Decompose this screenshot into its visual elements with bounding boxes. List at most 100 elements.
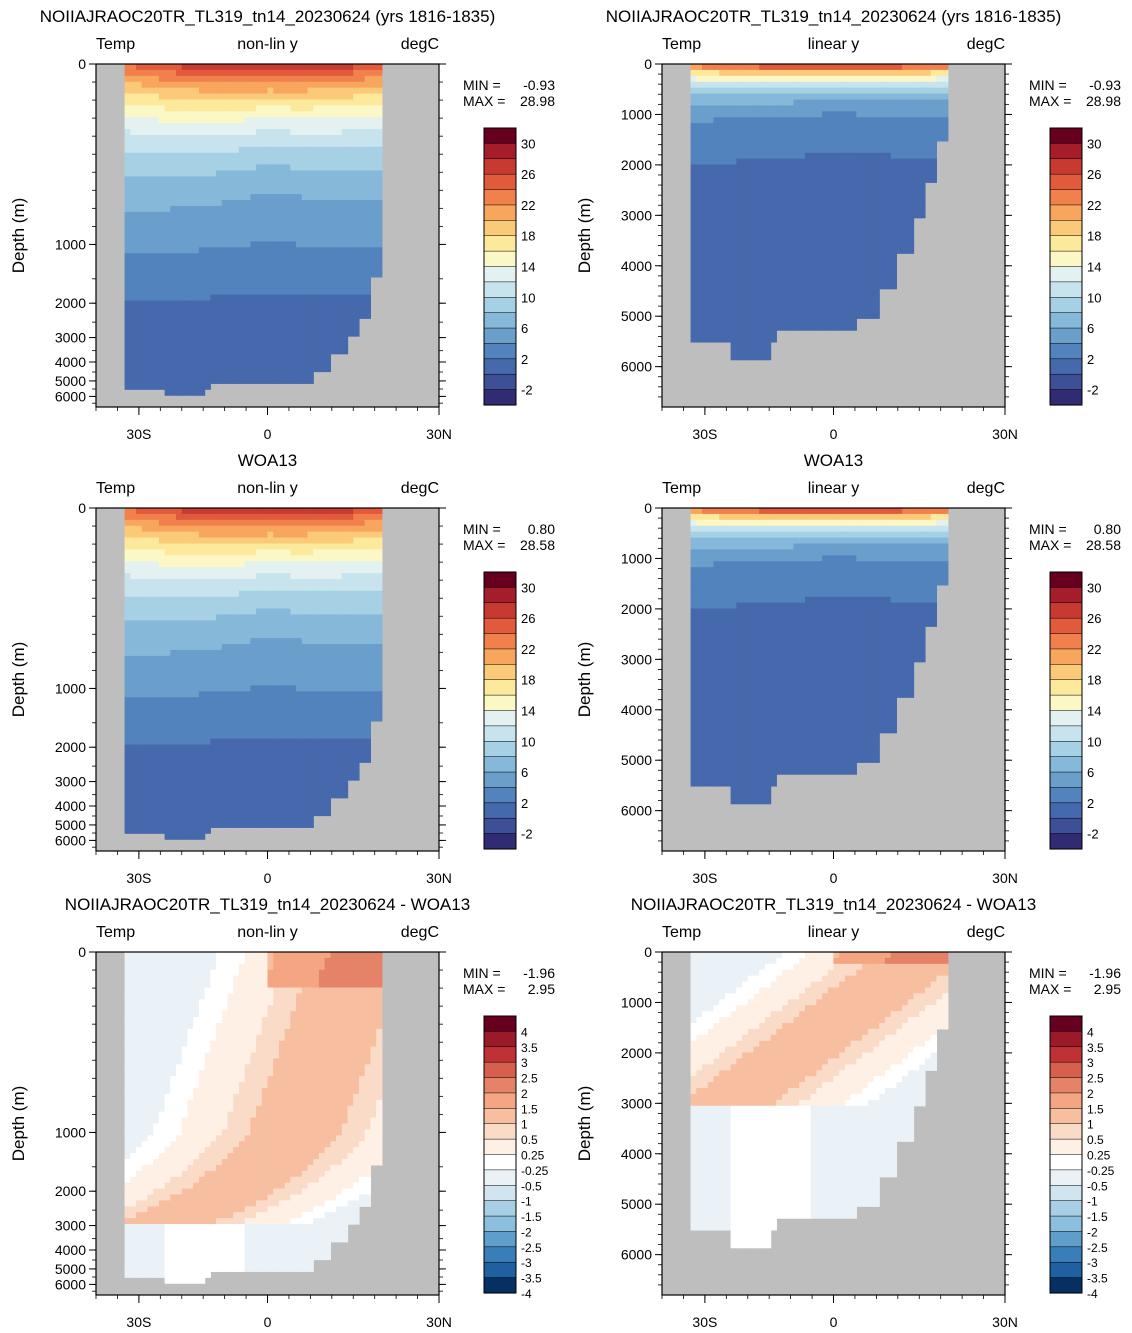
field-cell — [313, 324, 320, 331]
field-cell — [313, 211, 320, 219]
field-cell — [833, 188, 840, 195]
field-cell — [130, 134, 137, 142]
field-cell — [822, 93, 829, 101]
field-cell — [764, 347, 772, 355]
field-cell — [296, 146, 303, 154]
field-cell — [341, 330, 349, 337]
field-cell — [170, 336, 177, 343]
field-cell — [130, 785, 137, 793]
field-cell — [370, 217, 377, 225]
field-cell — [216, 205, 223, 213]
field-cell — [347, 64, 354, 71]
field-cell — [136, 336, 143, 343]
field-cell — [376, 164, 383, 172]
field-cell — [124, 117, 131, 124]
field-cell — [330, 140, 337, 148]
field-cell — [776, 123, 783, 130]
field-cell — [164, 265, 171, 272]
field-cell — [358, 93, 366, 101]
field-cell — [244, 282, 251, 290]
field-cell — [833, 105, 840, 112]
field-cell — [318, 93, 326, 101]
field-cell — [850, 217, 857, 225]
field-cell — [136, 632, 143, 639]
field-cell — [696, 300, 703, 308]
field-cell — [164, 241, 171, 248]
field-cell — [256, 123, 263, 130]
field-cell — [284, 270, 291, 278]
field-cell — [153, 649, 160, 657]
field-cell — [136, 229, 143, 237]
field-cell — [313, 306, 320, 313]
field-cell — [141, 655, 149, 663]
field-cell — [221, 288, 229, 296]
field-cell — [822, 164, 829, 172]
field-cell — [136, 738, 143, 746]
field-cell — [713, 105, 720, 112]
field-cell — [210, 347, 217, 355]
field-cell — [713, 300, 720, 308]
field-cell — [158, 164, 166, 172]
field-cell — [170, 833, 177, 840]
field-cell — [181, 341, 189, 349]
field-cell — [141, 785, 149, 793]
field-cell — [844, 306, 852, 313]
field-cell — [833, 318, 840, 325]
field-cell — [713, 253, 720, 260]
field-cell — [856, 312, 863, 319]
field-cell — [924, 64, 932, 71]
field-cell — [336, 146, 343, 154]
field-cell — [764, 158, 772, 166]
field-cell — [170, 549, 177, 556]
field-cell — [770, 282, 777, 290]
field-cell — [690, 164, 697, 172]
field-cell — [124, 217, 131, 225]
field-cell — [742, 294, 749, 302]
field-cell — [170, 815, 177, 823]
field-cell — [307, 223, 314, 231]
field-cell — [284, 69, 291, 77]
field-cell — [719, 217, 726, 225]
field-cell — [764, 81, 772, 89]
field-cell — [907, 152, 915, 160]
field-cell — [261, 75, 269, 83]
field-cell — [130, 815, 137, 823]
field-cell — [153, 217, 160, 225]
field-cell — [822, 318, 829, 325]
field-cell — [844, 69, 852, 77]
field-cell — [719, 129, 726, 136]
field-cell — [753, 353, 760, 361]
field-cell — [719, 294, 726, 302]
field-cell — [736, 312, 743, 319]
field-cell — [747, 140, 755, 148]
field-cell — [170, 525, 177, 533]
field-cell — [164, 383, 171, 390]
field-cell — [136, 508, 143, 515]
field-cell — [307, 69, 314, 77]
field-cell — [130, 549, 137, 556]
field-cell — [301, 377, 309, 384]
field-cell — [804, 158, 812, 166]
field-cell — [147, 667, 154, 675]
field-cell — [170, 714, 177, 722]
field-cell — [833, 294, 840, 302]
field-cell — [170, 785, 177, 793]
field-cell — [702, 129, 709, 136]
field-cell — [176, 318, 183, 325]
field-cell — [301, 270, 309, 278]
field-cell — [141, 365, 149, 373]
field-cell — [256, 194, 263, 201]
field-cell — [799, 306, 806, 313]
field-cell — [136, 661, 143, 669]
field-cell — [764, 205, 772, 213]
field-cell — [301, 64, 309, 71]
field-cell — [844, 111, 852, 118]
field-cell — [844, 205, 852, 213]
field-cell — [850, 117, 857, 124]
field-cell — [278, 259, 286, 266]
field-cell — [158, 205, 166, 213]
field-cell — [124, 709, 131, 716]
field-cell — [256, 87, 263, 95]
field-cell — [347, 241, 354, 248]
field-cell — [313, 170, 320, 177]
